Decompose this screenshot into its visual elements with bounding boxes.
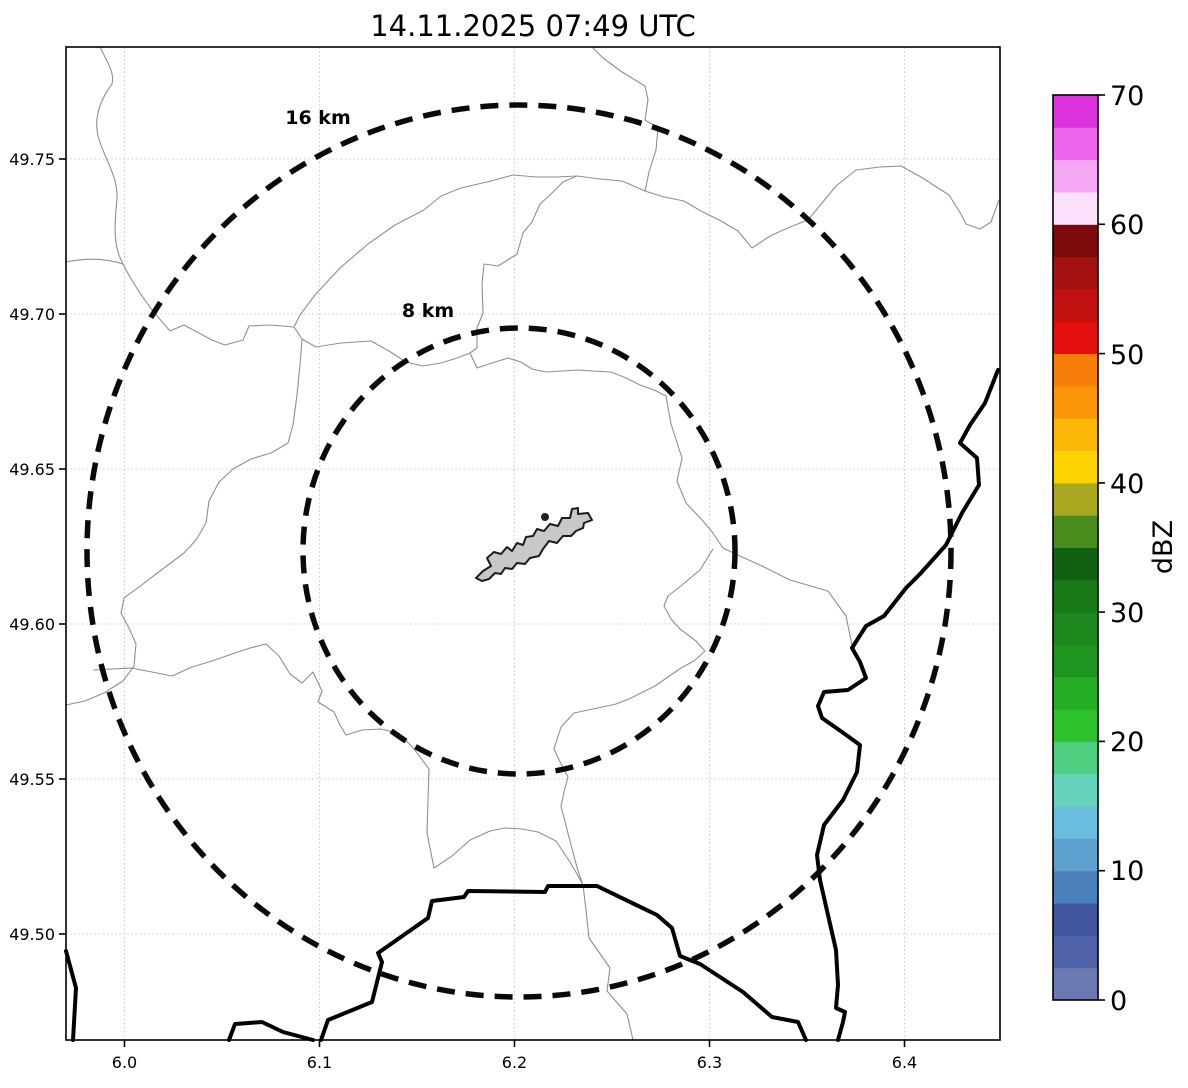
x-tick-label: 6.4 bbox=[892, 1053, 917, 1072]
range-ring-8km-label: 8 km bbox=[402, 300, 454, 322]
colorbar-gradient bbox=[1053, 95, 1098, 1001]
x-tick-label: 6.3 bbox=[697, 1053, 722, 1072]
admin-line bbox=[582, 884, 634, 1041]
colorbar-segment bbox=[1053, 741, 1098, 775]
colorbar-segment bbox=[1053, 676, 1098, 710]
colorbar-segment bbox=[1053, 709, 1098, 742]
colorbar-segment bbox=[1053, 353, 1098, 387]
admin-line bbox=[293, 174, 578, 328]
colorbar-segment bbox=[1053, 515, 1098, 548]
y-tick-label: 49.50 bbox=[9, 925, 55, 944]
colorbar-segment bbox=[1053, 321, 1098, 355]
colorbar-tick-label: 30 bbox=[1110, 598, 1144, 629]
plot-frame bbox=[65, 46, 1001, 1041]
country-border-southwest bbox=[64, 949, 78, 1042]
admin-line bbox=[169, 324, 853, 646]
y-axis: 49.75 49.70 49.65 49.60 49.55 49.50 bbox=[9, 150, 66, 944]
colorbar-tick-label: 40 bbox=[1110, 469, 1144, 500]
range-ring-16km-label: 16 km bbox=[285, 107, 351, 129]
admin-line bbox=[553, 548, 714, 886]
colorbar-segment bbox=[1053, 838, 1098, 872]
country-borders bbox=[64, 368, 1000, 1042]
colorbar-tick-label: 60 bbox=[1110, 210, 1144, 241]
colorbar-segment bbox=[1053, 191, 1098, 225]
range-ring-8km bbox=[300, 325, 738, 777]
colorbar-segment bbox=[1053, 159, 1098, 193]
y-tick-label: 49.70 bbox=[9, 305, 55, 324]
colorbar-segment bbox=[1053, 385, 1098, 419]
colorbar-ticks: 70 60 50 40 30 20 10 0 bbox=[1098, 81, 1144, 1017]
figure-title: 14.11.2025 07:49 UTC bbox=[370, 9, 696, 43]
colorbar: 70 60 50 40 30 20 10 0 dBZ bbox=[1052, 81, 1179, 1017]
admin-line bbox=[92, 643, 584, 886]
gridlines bbox=[66, 47, 1000, 1040]
country-border-east bbox=[815, 368, 1000, 1042]
colorbar-tick-label: 20 bbox=[1110, 727, 1144, 758]
admin-line bbox=[65, 258, 124, 265]
colorbar-tick-label: 0 bbox=[1110, 986, 1127, 1017]
colorbar-tick-label: 50 bbox=[1110, 340, 1144, 371]
colorbar-segment bbox=[1053, 256, 1098, 290]
colorbar-segment bbox=[1053, 224, 1098, 258]
colorbar-segment bbox=[1053, 935, 1098, 969]
colorbar-segment bbox=[1053, 903, 1098, 936]
airport-outline bbox=[475, 507, 593, 582]
colorbar-segment bbox=[1053, 644, 1098, 678]
colorbar-segment bbox=[1053, 612, 1098, 645]
x-tick-label: 6.1 bbox=[307, 1053, 332, 1072]
colorbar-segment bbox=[1053, 870, 1098, 904]
colorbar-segment bbox=[1053, 967, 1098, 1001]
colorbar-segment bbox=[1053, 579, 1098, 613]
colorbar-tick-label: 70 bbox=[1110, 81, 1144, 112]
radar-site-dot bbox=[541, 513, 549, 521]
admin-line bbox=[591, 46, 659, 192]
x-tick-label: 6.2 bbox=[502, 1053, 527, 1072]
colorbar-segment bbox=[1053, 288, 1098, 322]
admin-boundary-lines bbox=[65, 46, 1000, 1041]
colorbar-segment bbox=[1053, 482, 1098, 516]
country-border-south bbox=[319, 884, 808, 1042]
colorbar-tick-label: 10 bbox=[1110, 856, 1144, 887]
colorbar-segment bbox=[1053, 127, 1098, 161]
admin-line bbox=[96, 46, 171, 332]
colorbar-segment bbox=[1053, 806, 1098, 839]
range-ring-16km bbox=[84, 102, 954, 1000]
y-tick-label: 49.75 bbox=[9, 150, 55, 169]
colorbar-segment bbox=[1053, 450, 1098, 484]
x-axis: 6.0 6.1 6.2 6.3 6.4 bbox=[112, 1040, 917, 1072]
admin-line bbox=[644, 165, 1000, 249]
x-tick-label: 6.0 bbox=[112, 1053, 137, 1072]
colorbar-segment bbox=[1053, 773, 1098, 807]
y-tick-label: 49.60 bbox=[9, 615, 55, 634]
colorbar-axis-label: dBZ bbox=[1148, 520, 1179, 574]
colorbar-segment bbox=[1053, 95, 1098, 128]
y-tick-label: 49.65 bbox=[9, 460, 55, 479]
colorbar-segment bbox=[1053, 418, 1098, 452]
y-tick-label: 49.55 bbox=[9, 770, 55, 789]
country-border-south-bump bbox=[227, 1020, 315, 1042]
admin-line bbox=[469, 175, 646, 354]
colorbar-frame bbox=[1052, 94, 1099, 1001]
colorbar-segment bbox=[1053, 547, 1098, 581]
